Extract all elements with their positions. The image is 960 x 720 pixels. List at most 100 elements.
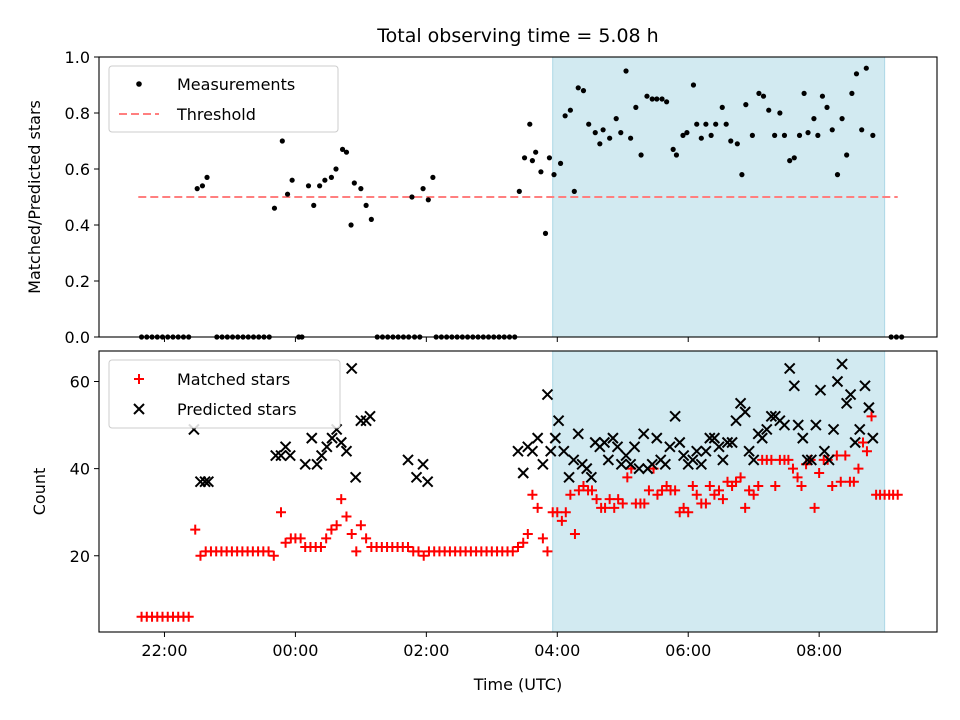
- matched-star-point: [835, 476, 846, 487]
- measurement-point: [796, 132, 803, 138]
- matched-star-point: [748, 489, 759, 500]
- measurement-point: [760, 93, 767, 99]
- matched-star-point: [276, 507, 287, 518]
- measurement-point: [670, 146, 676, 152]
- measurement-point: [791, 155, 797, 161]
- measurement-point: [311, 202, 317, 208]
- top-panel: 0.0 0.2 0.4 0.6 0.8 1.0 Matched/Predicted sta…: [25, 48, 938, 347]
- measurement-point: [575, 85, 581, 91]
- matched-star-point: [552, 507, 563, 518]
- measurement-point: [654, 96, 660, 102]
- predicted-star-point: [306, 432, 318, 444]
- measurement-point: [529, 158, 536, 164]
- y-tick-label: 0.0: [65, 328, 90, 347]
- predicted-star-point: [823, 454, 835, 466]
- predicted-star-point: [340, 445, 353, 457]
- legend-measurements: Measurements: [177, 75, 295, 94]
- measurement-point: [279, 138, 285, 144]
- matched-star-point: [569, 528, 580, 539]
- matched-star-point: [848, 476, 859, 487]
- predicted-star-point: [695, 458, 708, 470]
- matched-star-point: [351, 546, 362, 557]
- top-ylabel: Matched/Predicted stars: [25, 100, 44, 294]
- measurement-point: [723, 121, 729, 127]
- measurement-point: [592, 130, 598, 136]
- predicted-star-point: [792, 419, 804, 431]
- matched-star-point: [622, 472, 633, 483]
- predicted-star-point: [402, 454, 414, 466]
- matched-star-point: [744, 485, 755, 496]
- y-tick-label: 0.6: [65, 160, 90, 179]
- predicted-star-point: [721, 436, 734, 449]
- measurement-point: [613, 116, 619, 122]
- measurement-point: [644, 93, 650, 99]
- matched-star-point: [657, 485, 668, 496]
- predicted-star-point: [863, 401, 875, 414]
- matched-star-point: [573, 485, 584, 496]
- x-axis-label: Time (UTC): [473, 675, 562, 694]
- y-tick-label: 1.0: [65, 48, 90, 67]
- measurement-point: [199, 183, 206, 189]
- measurement-point: [580, 88, 587, 94]
- predicted-star-point: [664, 441, 676, 453]
- predicted-star-point: [700, 445, 712, 457]
- predicted-star-point: [517, 467, 529, 479]
- predicted-star-points: [188, 358, 879, 488]
- predicted-star-point: [349, 471, 362, 484]
- matched-star-point: [522, 528, 533, 539]
- measurement-point: [673, 152, 680, 158]
- measurement-point: [527, 121, 533, 127]
- predicted-star-point: [637, 428, 650, 440]
- predicted-star-point: [761, 423, 773, 436]
- measurement-point: [562, 113, 568, 119]
- predicted-star-point: [311, 458, 323, 470]
- x-tick-label: 00:00: [272, 641, 318, 660]
- matched-star-point: [513, 542, 523, 553]
- matched-star-point: [731, 476, 742, 487]
- matched-star-point: [704, 481, 715, 492]
- matched-star-point: [565, 489, 576, 500]
- predicted-star-point: [708, 432, 721, 444]
- predicted-star-point: [270, 449, 282, 462]
- matched-star-point: [866, 411, 877, 422]
- measurement-point: [284, 191, 291, 197]
- measurement-point: [623, 68, 629, 74]
- measurement-point: [533, 149, 539, 155]
- predicted-star-point: [659, 458, 672, 470]
- predicted-star-point: [730, 414, 742, 427]
- measurement-point: [600, 127, 606, 133]
- predicted-star-point: [512, 445, 524, 457]
- measurement-point: [805, 130, 811, 136]
- matched-star-point: [840, 450, 851, 461]
- matched-star-point: [341, 511, 352, 522]
- predicted-star-point: [783, 362, 796, 375]
- measurement-point: [734, 141, 740, 147]
- predicted-star-point: [805, 454, 818, 466]
- predicted-star-point: [840, 397, 853, 409]
- x-tick-label: 22:00: [141, 641, 187, 660]
- matched-star-point: [713, 485, 724, 496]
- measurement-point: [819, 93, 826, 99]
- measurement-point: [749, 132, 755, 138]
- legend-predicted-marker: [133, 403, 145, 415]
- matched-star-point: [722, 476, 733, 487]
- measurement-point: [586, 121, 592, 127]
- predicted-star-point: [558, 445, 570, 457]
- matched-star-point: [403, 542, 414, 553]
- measurement-point: [194, 186, 200, 192]
- measurement-point: [521, 155, 528, 161]
- matched-star-point: [315, 542, 326, 553]
- matched-star-point: [542, 546, 553, 557]
- bottom-axis-ticks: 22:00 00:00 02:00 04:00 06:00 08:00 20 40 60: [70, 372, 843, 660]
- predicted-star-point: [526, 445, 539, 457]
- x-tick-label: 02:00: [403, 641, 449, 660]
- matched-star-point: [861, 446, 872, 457]
- measurement-point: [659, 96, 665, 102]
- predicted-star-point: [818, 445, 831, 457]
- measurement-point: [719, 104, 725, 110]
- measurement-point: [557, 160, 564, 166]
- predicted-star-point: [624, 458, 637, 470]
- predicted-star-point: [572, 428, 584, 440]
- matched-star-point: [560, 507, 571, 518]
